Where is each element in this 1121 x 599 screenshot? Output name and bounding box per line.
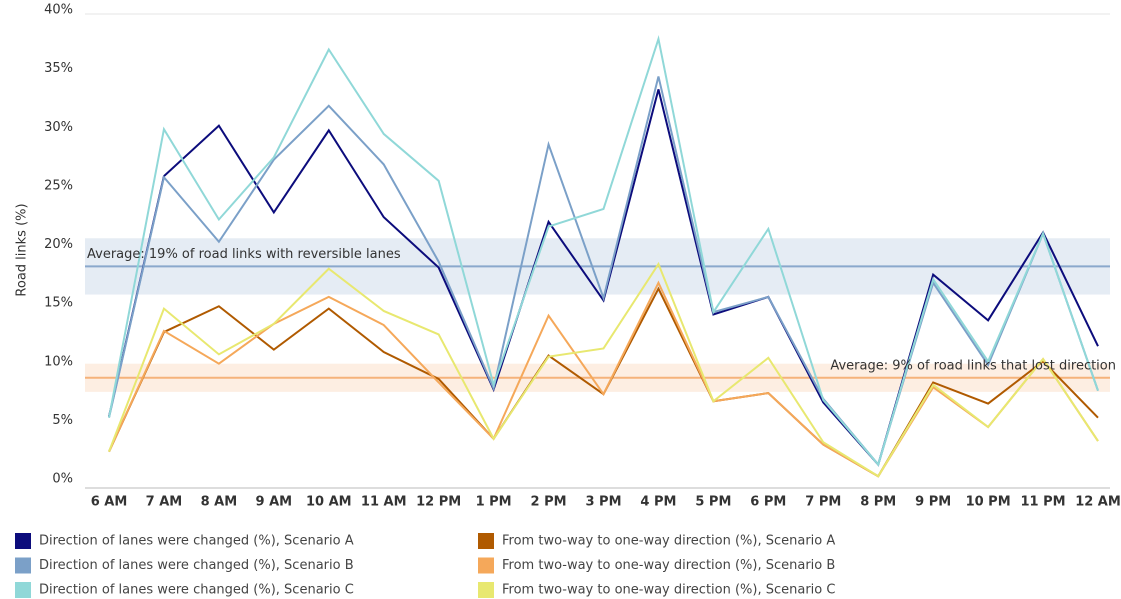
legend-swatch — [15, 557, 31, 574]
legend-label: Direction of lanes were changed (%), Sce… — [39, 534, 354, 549]
x-tick-label: 5 PM — [695, 495, 731, 510]
x-tick-label: 3 PM — [585, 495, 621, 510]
x-tick-label: 12 AM — [1075, 495, 1121, 510]
legend-label: Direction of lanes were changed (%), Sce… — [39, 583, 354, 598]
legend-swatch — [15, 533, 31, 549]
series-line — [108, 34, 1099, 467]
y-tick-label: 10% — [44, 354, 73, 369]
x-tick-label: 6 AM — [91, 495, 128, 510]
x-tick-label: 12 PM — [416, 495, 461, 510]
x-tick-label: 11 AM — [361, 495, 407, 510]
legend-label: From two-way to one-way direction (%), S… — [502, 583, 835, 598]
series-line — [108, 76, 1099, 467]
y-tick-label: 5% — [52, 413, 73, 428]
x-tick-label: 1 PM — [476, 495, 512, 510]
x-tick-label: 10 AM — [306, 495, 352, 510]
x-tick-label: 11 PM — [1021, 495, 1066, 510]
y-tick-label: 30% — [44, 120, 73, 135]
x-tick-label: 7 AM — [146, 495, 183, 510]
legend-label: Direction of lanes were changed (%), Sce… — [39, 558, 354, 573]
x-tick-label: 8 PM — [860, 495, 896, 510]
y-tick-label: 20% — [44, 237, 73, 252]
x-tick-label: 8 AM — [201, 495, 238, 510]
annotation: Average: 19% of road links with reversib… — [87, 247, 401, 262]
legend-label: From two-way to one-way direction (%), S… — [502, 558, 835, 573]
y-axis-label: Road links (%) — [15, 203, 30, 296]
x-tick-label: 9 PM — [915, 495, 951, 510]
y-tick-label: 35% — [44, 61, 73, 76]
x-tick-label: 2 PM — [531, 495, 567, 510]
x-tick-label: 9 AM — [256, 495, 293, 510]
legend-swatch — [15, 582, 31, 598]
x-tick-label: 10 PM — [966, 495, 1011, 510]
series-line — [108, 261, 1099, 478]
x-tick-label: 6 PM — [750, 495, 786, 510]
legend-swatch — [478, 582, 494, 598]
y-tick-label: 0% — [52, 472, 73, 487]
y-tick-label: 15% — [44, 296, 73, 311]
y-tick-label: 40% — [44, 3, 73, 18]
y-tick-label: 25% — [44, 178, 73, 193]
x-tick-label: 7 PM — [805, 495, 841, 510]
annotation: Average: 9% of road links that lost dire… — [830, 358, 1116, 373]
legend-swatch — [478, 533, 494, 549]
legend-swatch — [478, 557, 494, 574]
legend-label: From two-way to one-way direction (%), S… — [502, 534, 835, 549]
x-tick-label: 4 PM — [640, 495, 676, 510]
